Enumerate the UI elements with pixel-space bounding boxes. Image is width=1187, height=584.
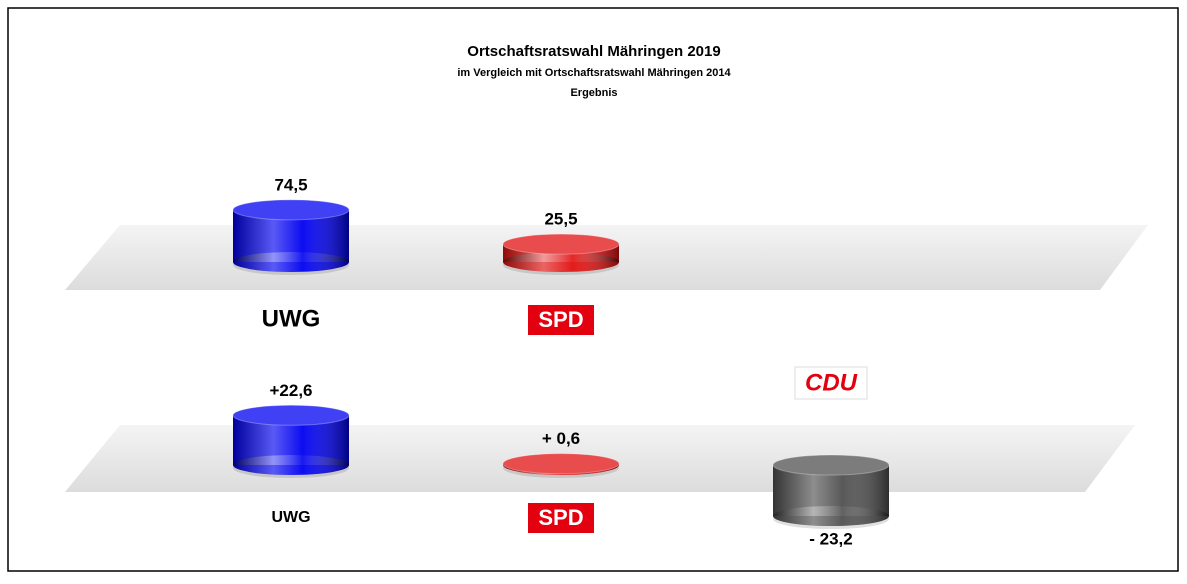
annotation: Ergebnis <box>570 87 617 99</box>
frame <box>7 7 1179 572</box>
bar-top-light <box>503 234 619 255</box>
bar-top <box>232 404 350 426</box>
bar-bottom-shade <box>233 455 349 475</box>
bar-bottom-shade <box>503 252 619 272</box>
logo-box <box>794 366 868 400</box>
value-label: - 23,2 <box>809 530 852 549</box>
logo-box <box>528 305 594 335</box>
bar-top <box>232 199 350 221</box>
bar <box>502 453 620 478</box>
bar-top <box>772 454 890 476</box>
bar-top-light <box>233 199 349 220</box>
bar <box>232 199 350 275</box>
category-label: SPD <box>538 505 583 530</box>
bar-bottom-shade <box>233 252 349 272</box>
chart-title: Ortschaftsratswahl Mähringen 2019 <box>467 43 720 60</box>
bar <box>502 233 620 275</box>
category-label: UWG <box>271 509 310 526</box>
bar-top-light <box>233 405 349 426</box>
bar-top-light <box>503 453 619 474</box>
bar-bottom-shade <box>773 506 889 527</box>
category-label: UWG <box>262 305 321 332</box>
logo-box <box>528 503 594 533</box>
bar-top <box>502 453 620 475</box>
bar <box>772 454 890 530</box>
value-label: + 0,6 <box>542 429 580 448</box>
bar <box>232 404 350 478</box>
value-label: 74,5 <box>274 175 307 194</box>
value-label: 25,5 <box>544 210 577 229</box>
category-label: SPD <box>538 307 583 332</box>
bar-top-light <box>773 455 889 475</box>
value-label: +22,6 <box>269 381 312 400</box>
chart-subtitle: im Vergleich mit Ortschaftsratswahl Mähr… <box>457 67 731 79</box>
bar-top <box>502 233 620 255</box>
category-label: CDU <box>805 369 858 396</box>
